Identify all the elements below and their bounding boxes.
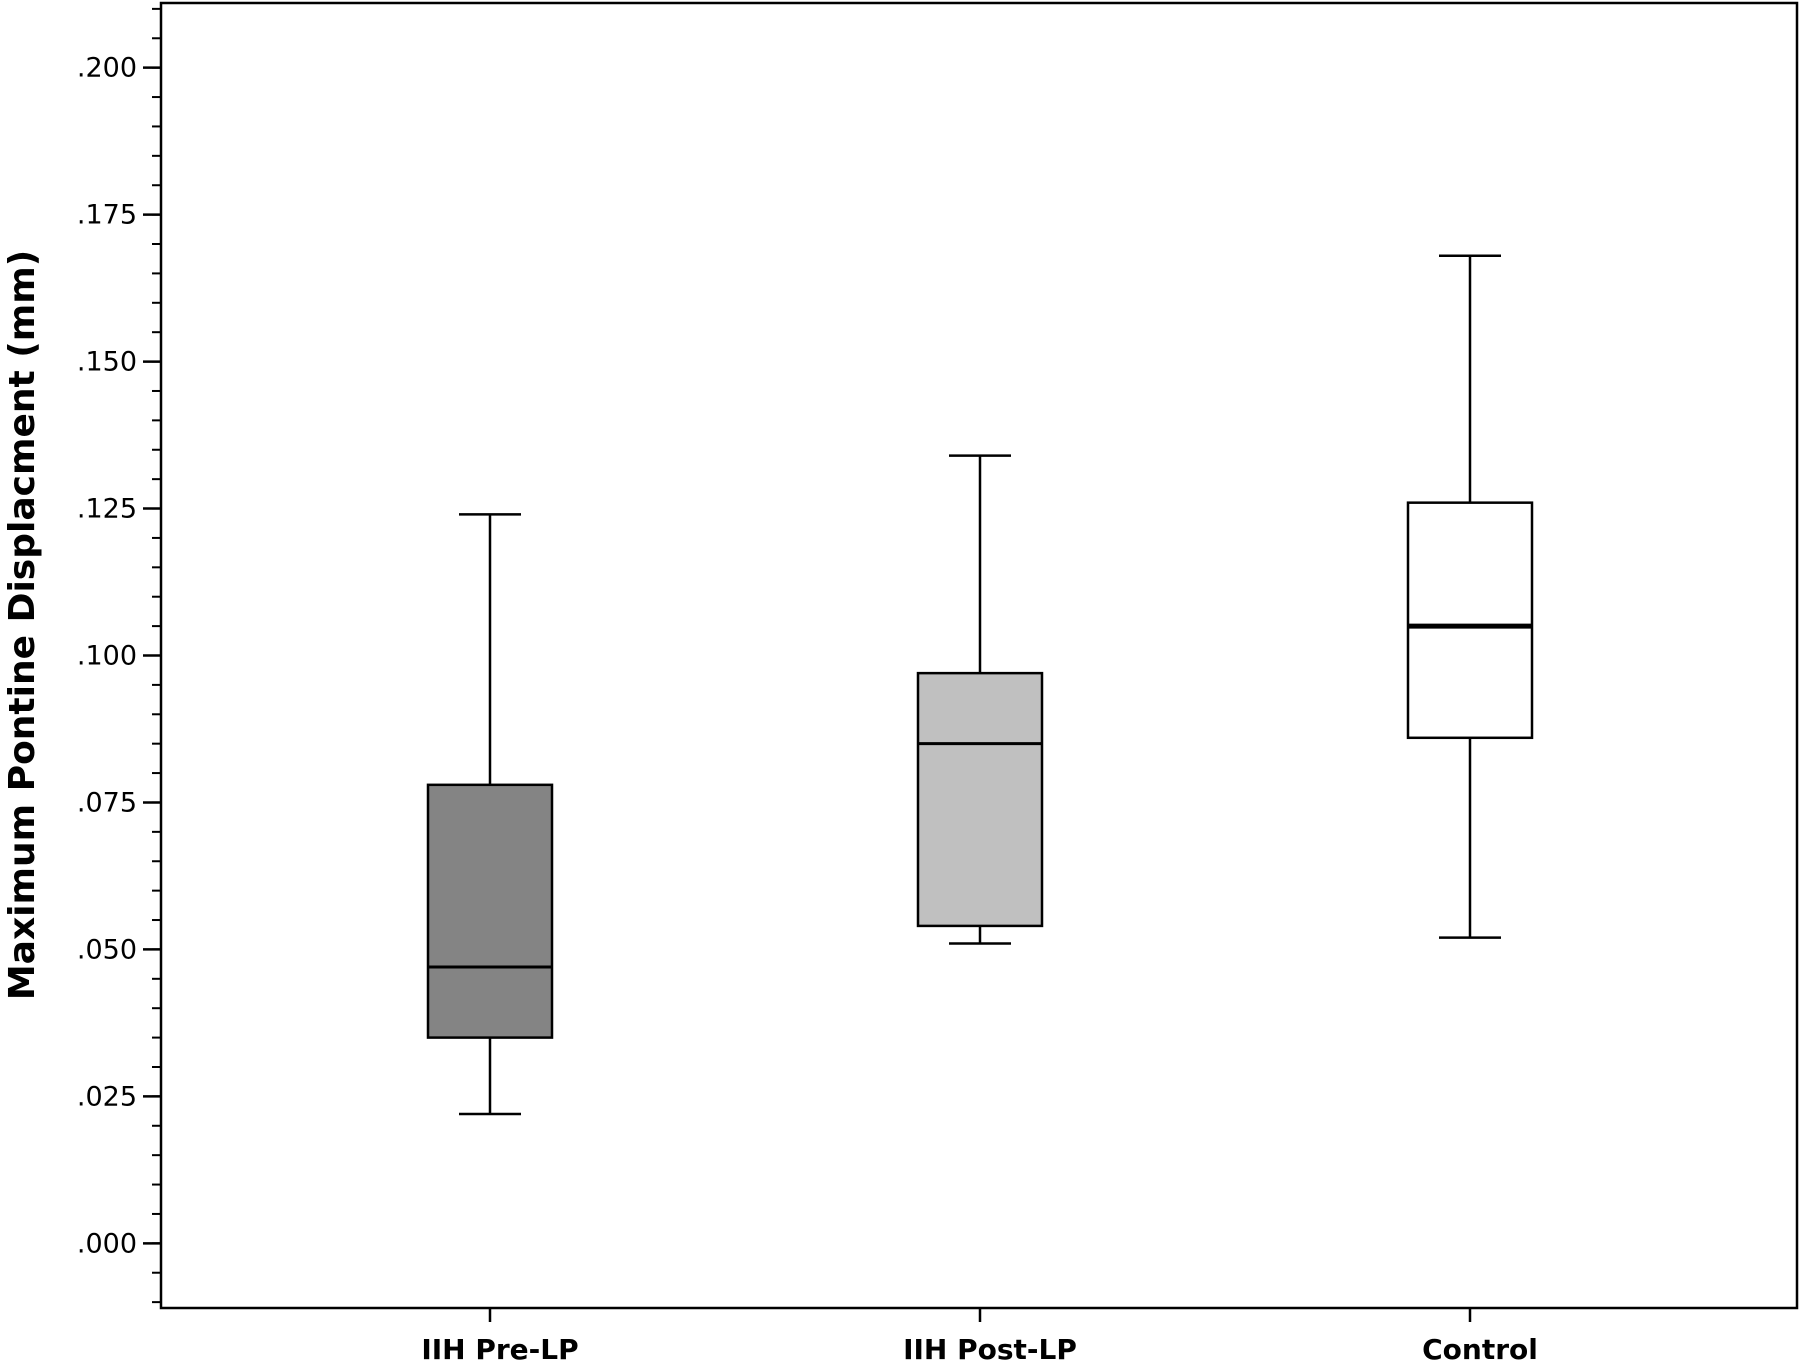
y-tick-label: .100 (77, 641, 137, 672)
box-series (426, 254, 1534, 1116)
interquartile-box (426, 783, 554, 1039)
box-2 (916, 454, 1044, 945)
y-axis-ticks: .000 .025 .050 .075 .100 .125 .150 .175 .200 (77, 7, 161, 1304)
y-tick-label: .050 (77, 934, 137, 965)
box-1 (426, 513, 554, 1116)
y-tick-label: .175 (77, 200, 137, 231)
y-tick-label: .025 (77, 1081, 137, 1112)
interquartile-box (1406, 501, 1534, 740)
x-tick-label: IIH Pre-LP (421, 1333, 578, 1364)
x-tick-label: IIH Post-LP (903, 1333, 1077, 1364)
y-tick-label: .075 (77, 787, 137, 818)
x-tick-label: Control (1422, 1333, 1538, 1364)
interquartile-box (916, 671, 1044, 928)
y-tick-label: .150 (77, 347, 137, 378)
box-3 (1406, 254, 1534, 939)
y-tick-label: .200 (77, 53, 137, 84)
y-tick-label: .125 (77, 494, 137, 525)
y-tick-label: .000 (77, 1228, 137, 1259)
x-axis-ticks: IIH Pre-LP IIH Post-LP Control (421, 1308, 1538, 1364)
y-axis-title: Maximum Pontine Displacment (mm) (2, 250, 43, 1000)
